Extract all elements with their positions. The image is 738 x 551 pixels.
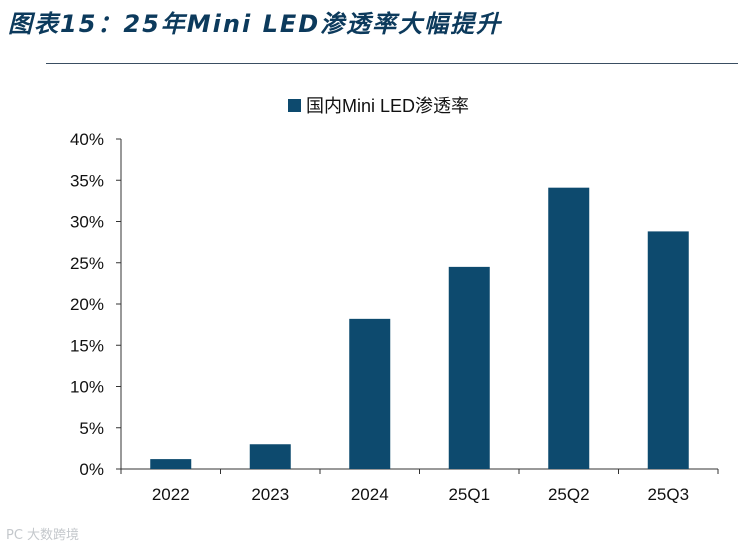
watermark: PC 大数跨境 xyxy=(6,528,80,543)
y-tick-label: 20% xyxy=(70,295,104,314)
figure-title: 图表15：25年Mini LED渗透率大幅提升 xyxy=(8,10,503,38)
y-tick-label: 35% xyxy=(70,171,104,190)
bar-25q3 xyxy=(647,231,689,469)
x-tick-label: 2024 xyxy=(351,485,389,504)
legend-swatch xyxy=(288,99,301,112)
y-tick-label: 15% xyxy=(70,336,104,355)
x-tick-label: 25Q3 xyxy=(647,485,689,504)
x-tick-label: 2023 xyxy=(251,485,289,504)
y-tick-label: 40% xyxy=(70,130,104,149)
bar-25q2 xyxy=(548,187,590,470)
y-tick-label: 0% xyxy=(79,460,104,479)
y-axis: 0% 5% 10% 15% 20% 25% 30% 35% 40% xyxy=(70,130,122,479)
chart-legend: 国内Mini LED渗透率 xyxy=(288,96,469,116)
x-tick-label: 25Q1 xyxy=(448,485,490,504)
y-tick-label: 25% xyxy=(70,254,104,273)
title-divider xyxy=(46,63,738,64)
x-tick-label: 2022 xyxy=(152,485,190,504)
y-tick-label: 30% xyxy=(70,213,104,232)
bar-25q1 xyxy=(448,266,490,469)
x-tick-label: 25Q2 xyxy=(548,485,590,504)
bar-2022 xyxy=(150,459,192,469)
x-axis: 2022 2023 2024 25Q1 25Q2 25Q3 xyxy=(120,468,719,504)
bar-2023 xyxy=(249,444,291,469)
bar-2024 xyxy=(349,318,391,469)
legend-label: 国内Mini LED渗透率 xyxy=(306,96,469,116)
bar-series xyxy=(150,187,689,470)
y-tick-label: 10% xyxy=(70,378,104,397)
y-tick-label: 5% xyxy=(79,419,104,438)
